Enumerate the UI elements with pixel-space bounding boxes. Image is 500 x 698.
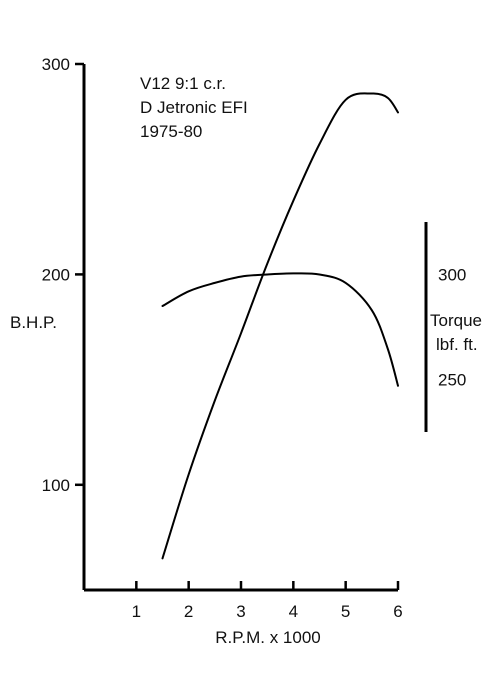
y-right-axis-title-line-2: lbf. ft. [436,335,478,354]
axes [82,64,428,592]
torque-curve [161,272,399,387]
y-left-tick-label: 200 [42,265,70,284]
x-tick-label: 5 [341,602,350,621]
x-tick-label: 4 [289,602,298,621]
y-right-tick-label: 300 [438,266,466,285]
x-tick-label: 6 [393,602,402,621]
y-left-tick-label: 300 [42,55,70,74]
y-left-tick-label: 100 [42,476,70,495]
b-h-p-curve [161,92,399,560]
x-tick-label: 3 [236,602,245,621]
curves [161,92,399,560]
y-left-axis-title: B.H.P. [10,313,57,332]
annotation-line-1: V12 9:1 c.r. [140,74,226,93]
x-axis-title: R.P.M. x 1000 [215,628,321,647]
ticks: 1 2 3 4 5 6 100 200 300 250 300 [42,55,467,621]
x-tick-label: 2 [184,602,193,621]
annotation-line-2: D Jetronic EFI [140,98,248,117]
y-right-tick-label: 250 [438,371,466,390]
y-right-axis-title-line-1: Torque [430,311,482,330]
annotation-line-3: 1975-80 [140,122,202,141]
x-tick-label: 1 [132,602,141,621]
